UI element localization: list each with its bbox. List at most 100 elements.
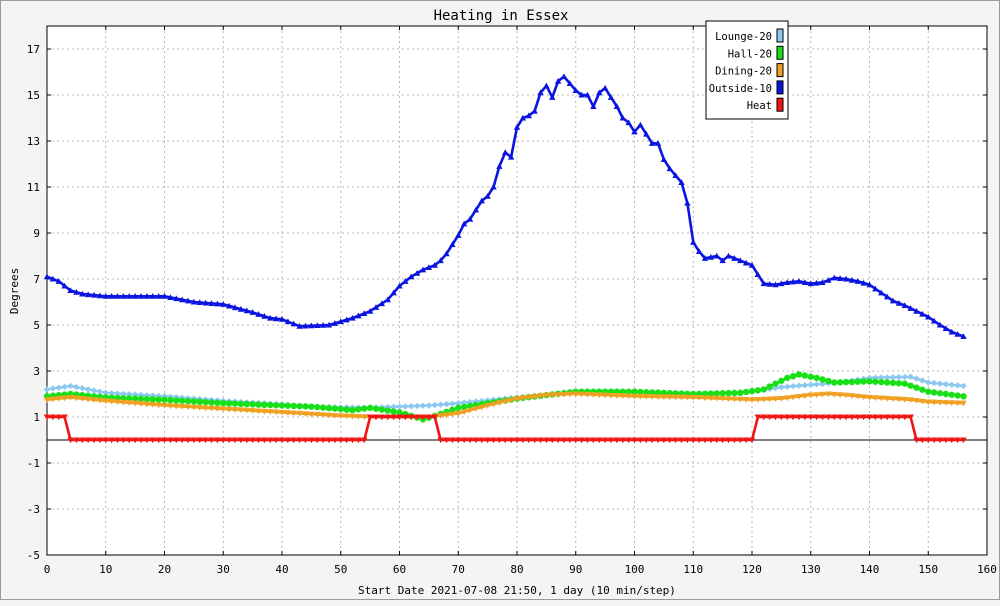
data-point <box>120 399 127 406</box>
data-point <box>343 413 350 420</box>
data-point <box>907 373 914 380</box>
data-point <box>572 391 579 398</box>
data-point <box>919 386 926 393</box>
data-point <box>208 300 215 306</box>
data-point <box>613 103 621 110</box>
data-point <box>807 392 814 399</box>
chart-title: Heating in Essex <box>434 8 569 24</box>
data-point <box>496 163 503 169</box>
data-point <box>167 437 174 444</box>
data-point <box>590 103 597 110</box>
data-point <box>355 413 362 420</box>
data-point <box>190 404 198 411</box>
data-point <box>666 394 673 401</box>
data-point <box>872 414 879 421</box>
data-point <box>431 262 438 268</box>
data-point <box>49 275 57 282</box>
data-point <box>672 394 679 401</box>
data-point <box>231 407 239 413</box>
data-point <box>601 392 609 399</box>
data-point <box>619 114 626 121</box>
data-point <box>337 318 344 325</box>
data-point <box>290 320 297 327</box>
y-axis-label: Degrees <box>8 268 21 314</box>
data-point <box>79 290 86 297</box>
data-point <box>437 257 444 264</box>
y-tick-label: 3 <box>33 365 40 378</box>
data-point <box>660 156 668 162</box>
data-point <box>90 387 98 394</box>
data-point <box>831 414 838 421</box>
data-point <box>143 293 151 299</box>
data-point <box>866 281 873 288</box>
data-point <box>149 437 156 444</box>
data-point <box>396 414 403 421</box>
data-point <box>296 402 303 410</box>
x-tick-label: 20 <box>158 563 171 576</box>
data-point <box>578 437 585 444</box>
data-point <box>907 305 914 311</box>
data-point <box>314 322 321 329</box>
data-point <box>901 302 908 309</box>
data-point <box>302 403 309 410</box>
data-point <box>701 395 709 402</box>
data-point <box>760 396 767 403</box>
data-point <box>190 298 198 305</box>
data-point <box>149 396 156 403</box>
data-point <box>713 252 720 259</box>
data-point <box>255 437 262 444</box>
data-point <box>61 282 68 289</box>
data-point <box>695 437 703 444</box>
data-point <box>948 391 955 398</box>
data-point <box>766 396 773 403</box>
data-point <box>161 393 168 400</box>
data-point <box>237 305 245 312</box>
data-point <box>55 396 62 402</box>
data-point <box>425 414 433 421</box>
data-point <box>789 382 797 390</box>
data-point <box>590 392 597 398</box>
data-point <box>889 396 897 402</box>
data-point <box>267 314 274 321</box>
data-point <box>378 406 386 413</box>
data-point <box>425 264 433 271</box>
data-point <box>67 287 74 294</box>
data-point <box>431 401 438 409</box>
data-point <box>925 399 932 406</box>
data-point <box>108 389 115 397</box>
data-point <box>889 374 897 381</box>
data-point <box>737 437 744 444</box>
data-point <box>930 317 938 324</box>
data-point <box>366 404 374 411</box>
data-point <box>478 437 485 444</box>
legend-label: Dining-20 <box>715 66 772 78</box>
data-point <box>866 394 873 401</box>
x-tick-label: 50 <box>334 563 347 576</box>
data-point <box>314 411 321 418</box>
data-point <box>484 402 491 409</box>
data-point <box>631 437 638 444</box>
data-point <box>243 307 250 314</box>
data-point <box>631 128 638 135</box>
data-point <box>126 395 133 402</box>
y-tick-label: -3 <box>27 503 40 516</box>
data-point <box>925 437 932 444</box>
data-point <box>672 437 679 444</box>
data-point <box>549 437 556 444</box>
data-point <box>255 401 262 408</box>
data-point <box>819 376 826 383</box>
data-point <box>725 252 732 259</box>
data-point <box>784 395 791 402</box>
data-point <box>930 437 938 444</box>
data-point <box>883 293 891 300</box>
data-point <box>643 393 650 400</box>
data-point <box>854 378 861 385</box>
data-point <box>290 402 297 410</box>
data-point <box>543 82 550 89</box>
data-point <box>678 394 685 401</box>
data-point <box>648 140 656 146</box>
data-point <box>930 379 938 387</box>
legend-swatch <box>776 63 784 78</box>
data-point <box>807 373 814 380</box>
data-point <box>942 325 950 332</box>
